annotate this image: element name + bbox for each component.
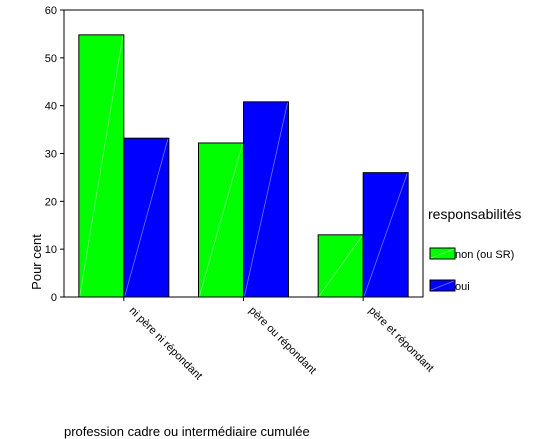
y-tick-label: 10 <box>45 244 57 256</box>
bar-shade <box>124 139 169 297</box>
y-tick-label: 40 <box>45 101 57 113</box>
y-tick-label: 50 <box>45 53 57 65</box>
x-tick-label: ni père ni répondant <box>127 305 205 383</box>
bar <box>317 234 364 298</box>
legend-swatch-shade <box>430 248 455 259</box>
bar-rect <box>362 172 409 298</box>
bar <box>198 142 244 298</box>
legend-title: responsabilités <box>428 206 521 222</box>
y-tick-label: 0 <box>51 292 57 304</box>
bar-rect <box>198 142 244 298</box>
x-axis: ni père ni répondant père ou répondant pèr… <box>123 297 436 383</box>
bar <box>362 172 409 298</box>
x-axis-title: profession cadre ou intermédiaire cumulé… <box>64 424 310 439</box>
bar-rect <box>243 101 289 298</box>
y-axis-title: Pour cent <box>29 234 44 290</box>
bars <box>78 34 409 298</box>
bar-shade <box>244 102 288 297</box>
legend-label: non (ou SR) <box>455 249 514 261</box>
bar-shade <box>363 173 408 297</box>
y-tick-label: 20 <box>45 196 57 208</box>
bar-rect <box>123 137 170 298</box>
x-tick-label: père ou répondant <box>246 305 318 377</box>
bar-shade <box>199 143 243 297</box>
legend: responsabilités non (ou SR) oui <box>428 206 521 293</box>
legend-label: oui <box>455 281 470 293</box>
y-axis: 0 10 20 30 40 50 60 <box>45 5 64 304</box>
y-tick-label: 60 <box>45 5 57 17</box>
legend-swatch <box>429 279 456 292</box>
bar-shade <box>318 235 363 297</box>
bar <box>78 34 125 298</box>
bar-shade <box>79 35 124 297</box>
bar <box>123 137 170 298</box>
bar-rect <box>78 34 125 298</box>
bar <box>243 101 289 298</box>
y-tick-label: 30 <box>45 149 57 161</box>
bar-rect <box>317 234 364 298</box>
x-tick-label: père et répondant <box>366 305 436 375</box>
legend-swatch <box>429 247 456 260</box>
legend-swatch-shade <box>430 280 455 291</box>
